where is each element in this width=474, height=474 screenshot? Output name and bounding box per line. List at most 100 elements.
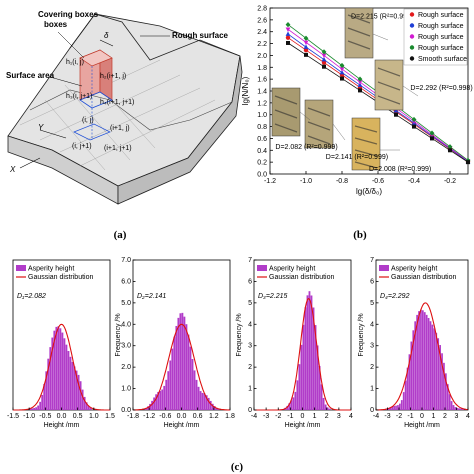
histogram-bar [185, 324, 188, 410]
surface-area-label: Surface area [6, 71, 55, 80]
chart-b-ytick-label: 1.6 [257, 77, 267, 84]
histogram-bar [391, 406, 394, 410]
histogram-xtick-label: -1 [287, 413, 293, 420]
histogram-bar [215, 407, 218, 410]
panel-a-diagram: Covering boxes boxes Rough surface Surfa… [6, 10, 243, 205]
histogram-bar [416, 314, 418, 410]
histogram-bar [179, 313, 182, 410]
histogram-bar [35, 407, 38, 410]
histogram-ytick-label: 2 [248, 364, 252, 371]
histogram-xtick-label: 3 [455, 413, 459, 420]
histogram-bar [450, 401, 453, 410]
histogram-bar [312, 307, 315, 410]
chart-b-data-point [357, 80, 363, 85]
histogram-xtick-label: 4 [349, 413, 353, 420]
histogram-xtick-label: 3 [337, 413, 341, 420]
histogram-bar [197, 386, 200, 410]
histogram-bar [422, 310, 424, 410]
histogram-xlabel: Height /mm [44, 422, 80, 429]
histogram-bar [458, 408, 461, 410]
panel-label-b: (b) [353, 229, 367, 241]
inset-leaders [299, 33, 419, 151]
histogram-bar [437, 338, 440, 410]
histogram-bar [456, 407, 459, 410]
chart-b-ytick-label: 1.4 [257, 89, 267, 96]
chart-b-annotation: D=2.082 (R²=0.999) [275, 144, 337, 151]
histogram-bar [310, 295, 313, 410]
chart-b-legend-label: Rough surface [418, 12, 464, 19]
delta-dimension [99, 39, 114, 47]
histogram-bar [183, 316, 186, 410]
histogram-bar [431, 324, 434, 410]
histogram-xtick-label: 2 [325, 413, 329, 420]
chart-b-annotation: D=2.008 (R²=0.999) [369, 166, 431, 173]
histogram-bar [445, 373, 447, 410]
histogram-bar [425, 314, 428, 410]
histogram-bar [53, 330, 56, 410]
histogram-bar [167, 371, 170, 410]
chart-b-data-point [339, 67, 345, 72]
gaussian-curve [133, 323, 230, 411]
chart-b-data-point [466, 160, 470, 165]
chart-b-ytick-label: 0.2 [257, 160, 267, 167]
histogram-bar [89, 408, 92, 410]
histogram-bar [161, 389, 164, 410]
inset-surface-3 [271, 87, 301, 137]
histogram-bar [61, 332, 64, 410]
histogram-bar [314, 325, 317, 410]
rough-surface-side-right [117, 55, 243, 205]
histogram-xtick-label: -4 [373, 413, 379, 420]
histogram-xtick-label: -2 [275, 413, 281, 420]
histogram-bar [294, 391, 297, 410]
histogram-ylabel: Frequency /% [115, 313, 122, 356]
chart-b-data-point [447, 144, 453, 150]
histogram-bar [31, 408, 34, 410]
histogram-bar [316, 345, 319, 410]
histogram-bar [71, 361, 74, 410]
histogram-ytick-label: 5.0 [121, 300, 131, 307]
y-axis-line [39, 129, 67, 139]
histogram-ytick-label: 6 [248, 278, 252, 285]
histogram-ytick-label: 0 [370, 407, 374, 414]
histogram-bar [169, 360, 172, 410]
histogram-bar [41, 394, 44, 410]
histogram-bar [446, 384, 449, 410]
h2-label: h₂(i+1, j) [100, 73, 126, 80]
chart-b-data-point [321, 49, 327, 55]
histogram-ytick-label: 7 [248, 257, 252, 264]
histogram-bar [298, 364, 301, 410]
histogram-bar [85, 402, 88, 410]
covering-boxes-label: Covering boxes [38, 10, 99, 19]
surface-ridge-2 [29, 89, 233, 131]
chart-b-annotation: D=2.141 (R²=0.999) [326, 154, 388, 161]
histogram-bar [288, 403, 291, 410]
histogram-bar [37, 405, 40, 410]
chart-b-xtick-label: -1.2 [264, 178, 276, 185]
histogram-bar [433, 328, 436, 410]
histogram-bar [177, 317, 180, 410]
histogram-bar [395, 405, 397, 410]
histogram-ytick-label: 6 [370, 278, 374, 285]
histogram-xtick-label: 0 [301, 413, 305, 420]
chart-b-data-point [303, 35, 309, 41]
chart-b-xtick-label: -0.4 [408, 178, 420, 185]
histogram-legend-swatch [379, 265, 389, 271]
histogram-bar [173, 336, 176, 410]
histogram-bar [448, 394, 451, 410]
chart-b-data-point [340, 76, 344, 81]
histogram-legend-label: Asperity height [269, 266, 315, 273]
chart-b-legend-marker [409, 23, 415, 28]
chart-b-legend-label: Rough surface [418, 45, 464, 52]
inset-surface-1 [344, 7, 374, 59]
histogram-bar [171, 348, 174, 410]
histogram-bar [153, 397, 156, 410]
panel-label-a: (a) [114, 229, 127, 241]
histogram-c1: -1.5 -1.0 -0.5 0.0 0.5 1.0 1.5 Height /mm D₁=2.0… [7, 259, 115, 429]
chart-b-legend-marker [409, 34, 415, 39]
histogram-bar [33, 407, 36, 410]
histogram-bar [408, 354, 411, 410]
chart-b-ytick-label: 0.4 [257, 148, 267, 155]
chart-b-legend-label: Rough surface [418, 34, 464, 41]
histogram-ytick-label: 2 [370, 364, 374, 371]
